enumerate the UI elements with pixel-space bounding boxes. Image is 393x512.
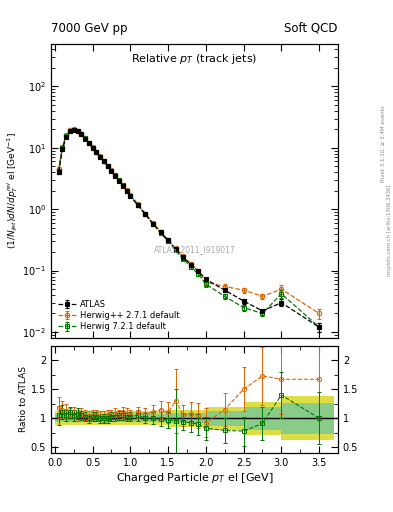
- Bar: [206, 411, 244, 426]
- Bar: [244, 407, 281, 430]
- Bar: [55, 411, 168, 425]
- Bar: [281, 402, 334, 434]
- Text: mcplots.cern.ch [arXiv:1306.3436]: mcplots.cern.ch [arXiv:1306.3436]: [387, 185, 391, 276]
- Y-axis label: $(1/N_{jet})dN/dp^{rel}_{T}$ el [GeV$^{-1}$]: $(1/N_{jet})dN/dp^{rel}_{T}$ el [GeV$^{-…: [5, 132, 20, 249]
- Bar: [168, 413, 206, 423]
- Text: ATLAS_2011_I919017: ATLAS_2011_I919017: [154, 245, 235, 254]
- Text: Relative $p_T$ (track jets): Relative $p_T$ (track jets): [131, 52, 258, 67]
- X-axis label: Charged Particle $p_T$ el [GeV]: Charged Particle $p_T$ el [GeV]: [116, 471, 274, 485]
- Bar: [244, 402, 281, 435]
- Text: 7000 GeV pp: 7000 GeV pp: [51, 22, 128, 35]
- Bar: [168, 410, 206, 427]
- Bar: [55, 414, 168, 422]
- Legend: ATLAS, Herwig++ 2.7.1 default, Herwig 7.2.1 default: ATLAS, Herwig++ 2.7.1 default, Herwig 7.…: [55, 297, 182, 334]
- Text: Rivet 3.1.10, ≥ 3.4M events: Rivet 3.1.10, ≥ 3.4M events: [381, 105, 386, 182]
- Text: Soft QCD: Soft QCD: [285, 22, 338, 35]
- Bar: [281, 396, 334, 440]
- Bar: [206, 407, 244, 430]
- Y-axis label: Ratio to ATLAS: Ratio to ATLAS: [19, 367, 28, 432]
